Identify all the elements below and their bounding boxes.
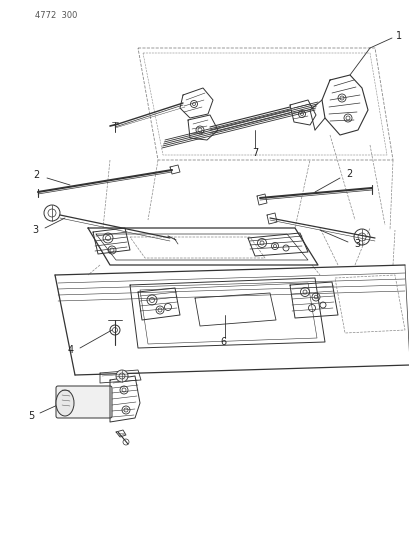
FancyBboxPatch shape: [56, 386, 112, 418]
Ellipse shape: [56, 390, 74, 416]
Text: 5: 5: [28, 411, 34, 421]
Text: 4772  300: 4772 300: [35, 11, 77, 20]
Text: 3: 3: [353, 239, 359, 249]
Text: 3: 3: [32, 225, 38, 235]
Text: 7: 7: [251, 148, 258, 158]
Text: 2: 2: [345, 169, 351, 179]
Text: 1: 1: [395, 31, 401, 41]
Circle shape: [116, 370, 128, 382]
Text: 2: 2: [34, 170, 40, 180]
Text: 4: 4: [68, 345, 74, 355]
Text: 6: 6: [219, 337, 225, 347]
